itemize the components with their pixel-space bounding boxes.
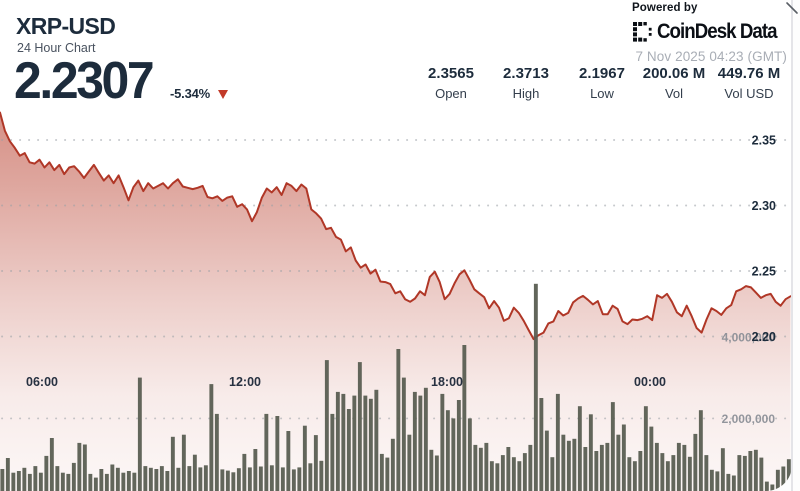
coindesk-logo-icon (633, 22, 652, 42)
stat-label: Vol USD (724, 86, 774, 101)
brand-logo: CoinDesk Data (633, 19, 778, 43)
stat-label: Low (590, 86, 614, 101)
svg-text:06:00: 06:00 (26, 375, 58, 389)
svg-text:4,000,000: 4,000,000 (722, 330, 776, 344)
current-price: 2.2307 (14, 52, 155, 110)
stat-value: 2.3713 (503, 65, 549, 82)
chart-period-subtitle: 24 Hour Chart (17, 41, 96, 55)
svg-text:2.20: 2.20 (752, 330, 776, 344)
instrument-symbol: XRP-USD (16, 13, 116, 39)
card-right-edge (791, 0, 793, 491)
svg-text:2,000,000: 2,000,000 (722, 412, 776, 426)
svg-text:00:00: 00:00 (634, 375, 666, 389)
price-change-percent: -5.34% (170, 86, 210, 101)
stat-vol-usd: 449.76 M Vol USD (718, 65, 781, 101)
stat-value: 2.1967 (579, 65, 625, 82)
stat-label: Open (435, 86, 467, 101)
stat-open: 2.3565 Open (428, 65, 474, 101)
svg-text:2.30: 2.30 (752, 199, 776, 213)
svg-text:12:00: 12:00 (229, 375, 261, 389)
stat-value: 200.06 M (642, 65, 706, 82)
stat-label: Vol (664, 86, 684, 101)
svg-text:2.25: 2.25 (752, 265, 776, 279)
arrow-down-icon (218, 90, 228, 99)
stat-value: 2.3565 (428, 65, 474, 82)
stat-high: 2.3713 High (503, 65, 549, 101)
price-change: -5.34% (170, 85, 228, 103)
brand-name: CoinDesk Data (657, 19, 778, 43)
stat-low: 2.1967 Low (579, 65, 625, 101)
timestamp: 7 Nov 2025 04:23 (GMT) (635, 49, 787, 64)
svg-text:18:00: 18:00 (431, 375, 463, 389)
stat-label: High (512, 86, 540, 101)
stat-vol: 200.06 M Vol (643, 65, 706, 101)
powered-by-label: Powered by (632, 2, 698, 14)
window-corner-mark (786, 2, 798, 14)
stat-value: 449.76 M (717, 65, 781, 82)
svg-text:2.35: 2.35 (752, 134, 776, 148)
